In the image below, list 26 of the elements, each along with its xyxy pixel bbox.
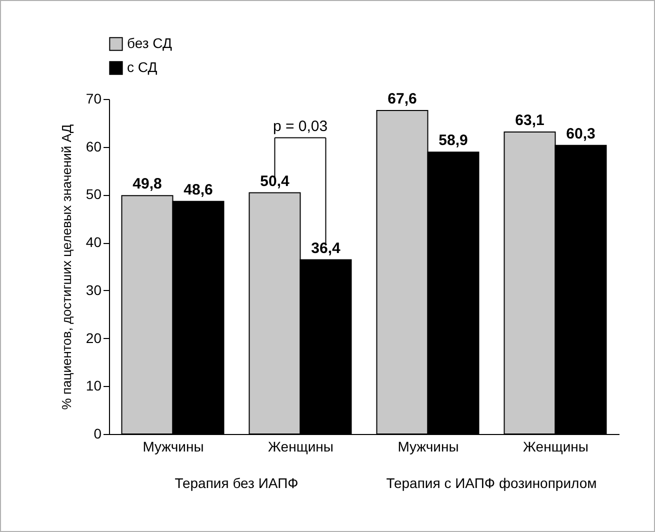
data-label: 48,6	[184, 181, 213, 198]
y-tick-label: 0	[94, 426, 102, 442]
y-tick-label: 50	[86, 186, 102, 202]
data-label: 58,9	[438, 132, 468, 150]
legend-label: без СД	[127, 35, 172, 51]
x-tick-label: Мужчины	[398, 438, 459, 454]
x-tick-label: Женщины	[523, 438, 588, 454]
x-tick-label: Мужчины	[142, 438, 204, 454]
data-label: 49,8	[132, 176, 162, 193]
data-label: 67,6	[388, 90, 417, 108]
data-label: 63,1	[515, 112, 544, 130]
y-axis-title: % пациентов, достигших целевых значений АД	[58, 124, 74, 410]
y-tick-label: 60	[86, 138, 102, 154]
legend-label: с СД	[127, 59, 158, 75]
data-label: 36,4	[311, 240, 341, 257]
data-label: 50,4	[260, 172, 290, 190]
y-tick-label: 70	[86, 90, 102, 106]
text: Терапия без ИАПФ	[174, 475, 298, 491]
data-label: 60,3	[566, 125, 596, 142]
annotation: p = 0,03	[272, 118, 328, 135]
y-tick-label: 10	[86, 378, 102, 394]
y-tick-label: 30	[86, 282, 102, 298]
text: Терапия с ИАПФ фозиноприлом	[386, 475, 597, 491]
x-tick-label: Женщины	[268, 438, 334, 454]
y-tick-label: 40	[86, 234, 102, 250]
y-tick-label: 20	[86, 330, 102, 346]
